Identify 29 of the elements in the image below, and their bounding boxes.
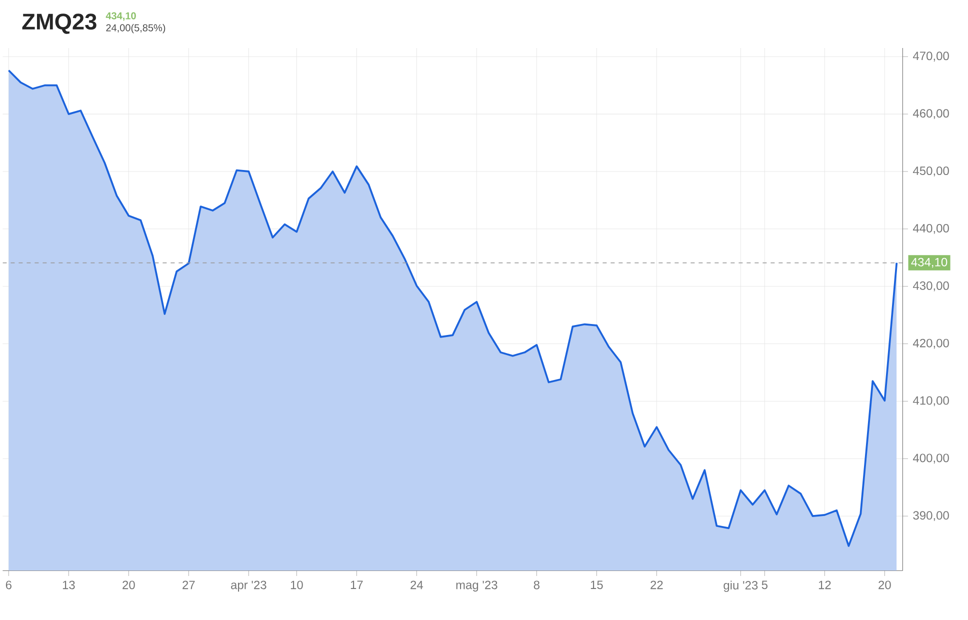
x-tick-label: mag '23 <box>456 580 498 592</box>
ref-line-label: 434,10 <box>911 258 948 268</box>
x-tick-label: 6 <box>6 580 12 590</box>
x-tick-label: 20 <box>878 580 891 590</box>
x-tick-label: 5 <box>762 580 768 590</box>
y-tick-label: 430,00 <box>912 281 949 292</box>
x-tick-label: 15 <box>590 580 603 590</box>
y-tick-label: 460,00 <box>912 109 949 119</box>
y-tick-label: 450,00 <box>912 166 949 176</box>
y-tick-label: 440,00 <box>912 224 949 234</box>
x-tick-label: 13 <box>62 580 75 590</box>
x-tick-label: 22 <box>650 580 663 590</box>
x-tick-label: 12 <box>818 580 831 590</box>
chart-title: ZMQ23 <box>22 14 96 34</box>
y-tick-label: 390,00 <box>913 511 949 522</box>
x-tick-label: 8 <box>534 580 540 590</box>
x-tick-label: apr '23 <box>231 580 266 592</box>
x-tick-label: 17 <box>350 580 363 589</box>
y-tick-label: 400,00 <box>912 454 949 464</box>
y-tick-label: 470,00 <box>912 52 949 62</box>
x-tick-label: giu '23 <box>724 580 758 592</box>
x-tick-label: 24 <box>410 580 423 590</box>
text: 24,00(5,85%) <box>106 24 166 34</box>
x-tick-label: 20 <box>122 580 135 590</box>
chart-subtitle: 434,10 <box>106 12 136 21</box>
y-tick-label: 420,00 <box>912 338 949 349</box>
y-tick-label: 410,00 <box>912 396 949 406</box>
x-tick-label: 27 <box>182 580 195 590</box>
x-tick-label: 10 <box>290 580 303 590</box>
